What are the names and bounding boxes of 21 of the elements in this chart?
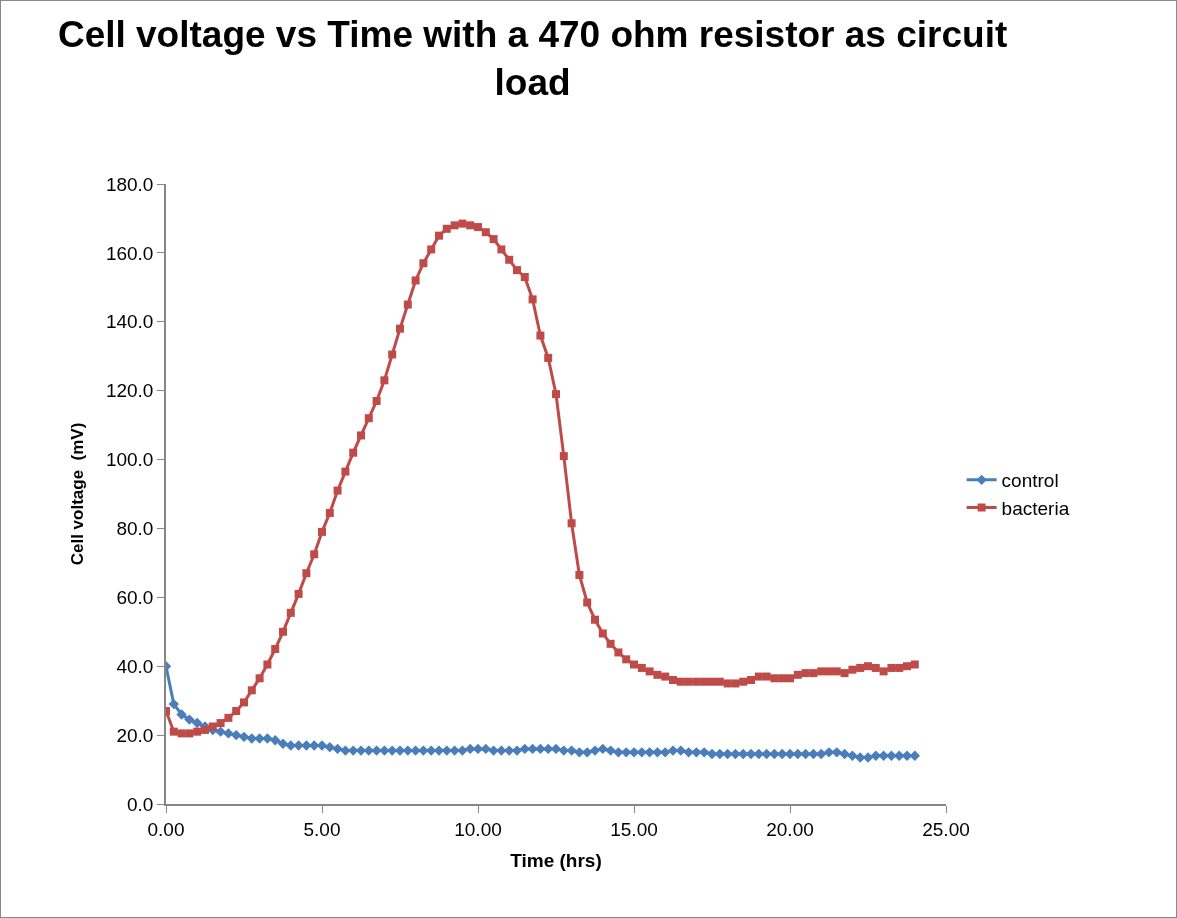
x-tick-label: 5.00 [303, 818, 341, 840]
y-tick-label: 0.0 [127, 793, 154, 815]
y-tick-label: 160.0 [105, 242, 154, 264]
y-tick-label: 120.0 [105, 380, 154, 402]
x-tick-label: 0.00 [147, 818, 185, 840]
y-tick-label: 100.0 [105, 449, 154, 471]
x-tick-label: 20.00 [766, 818, 814, 840]
y-tick-label: 20.0 [116, 724, 154, 746]
y-tick-label: 40.0 [116, 655, 154, 677]
y-tick-label: 80.0 [116, 518, 154, 540]
y-axis-title: Cell voltage (mV) [67, 422, 87, 566]
x-tick-label: 15.00 [610, 818, 658, 840]
legend-label: control [1001, 470, 1059, 492]
y-tick-label: 140.0 [105, 311, 154, 333]
legend-label: bacteria [1001, 497, 1070, 519]
y-tick-label: 60.0 [116, 586, 154, 608]
chart-title: Cell voltage vs Time with a 470 ohm resistor as circuit load [57, 13, 1008, 103]
y-tick-label: 180.0 [105, 173, 154, 195]
x-tick-label: 25.00 [922, 818, 970, 840]
x-axis-title: Time (hrs) [510, 849, 602, 871]
x-tick-label: 10.00 [454, 818, 502, 840]
